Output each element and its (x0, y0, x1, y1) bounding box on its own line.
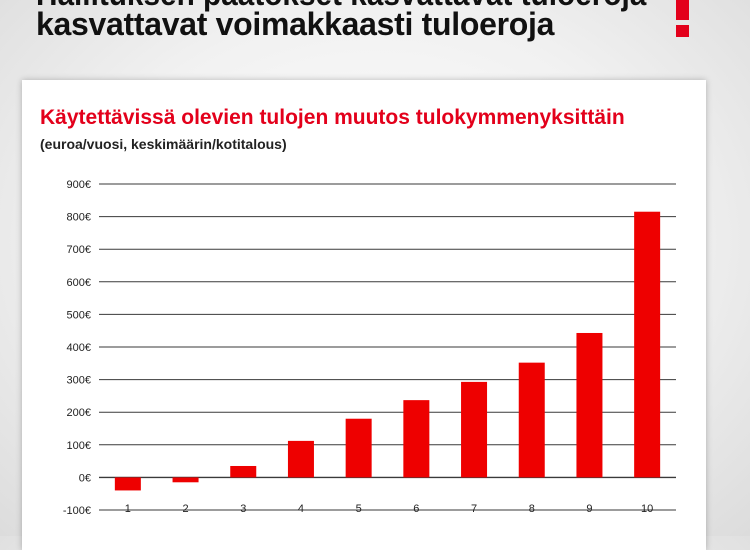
bar (461, 381, 488, 478)
y-tick-label: 700€ (67, 244, 91, 256)
y-tick-label: -100€ (63, 505, 91, 517)
x-tick-label: 5 (356, 503, 362, 515)
headline-partial: Hallituksen päätökset kasvattavat tuloer… (36, 0, 646, 13)
headline: kasvattavat voimakkaasti tuloeroja (36, 6, 555, 42)
bar (287, 440, 314, 478)
y-tick-label: 300€ (67, 375, 91, 387)
y-tick-label: 500€ (67, 309, 91, 321)
bar-chart: -100€ 0€ 100€ 200€ 300€ 400€ 500€ 600€ 700€ 800€ 9… (63, 179, 676, 517)
x-tick-label: 9 (586, 503, 592, 515)
x-tick-label: 4 (298, 503, 304, 515)
x-tick-label: 3 (240, 503, 246, 515)
x-tick-label: 8 (529, 503, 535, 515)
bar (114, 477, 141, 491)
x-tick-label: 6 (413, 503, 419, 515)
chart-card: Käytettävissä olevien tulojen muutos tul… (22, 80, 706, 550)
y-tick-label: 0€ (79, 472, 91, 484)
bar (230, 465, 257, 478)
bar (403, 400, 430, 478)
bar (576, 332, 603, 478)
x-tick-label: 2 (182, 503, 188, 515)
y-tick-label: 400€ (67, 342, 91, 354)
chart-title: Käytettävissä olevien tulojen muutos tul… (40, 106, 625, 129)
x-tick-label: 10 (641, 503, 653, 515)
chart-subtitle: (euroa/vuosi, keskimäärin/kotitalous) (40, 136, 287, 152)
x-tick-label: 7 (471, 503, 477, 515)
y-tick-label: 200€ (67, 407, 91, 419)
y-tick-label: 100€ (67, 440, 91, 452)
y-tick-label: 900€ (67, 179, 91, 191)
bar (634, 211, 661, 478)
y-tick-label: 600€ (67, 277, 91, 289)
bar (345, 418, 372, 478)
bar (518, 362, 545, 478)
bar (172, 477, 199, 483)
y-tick-label: 800€ (67, 212, 91, 224)
x-tick-label: 1 (125, 503, 131, 515)
